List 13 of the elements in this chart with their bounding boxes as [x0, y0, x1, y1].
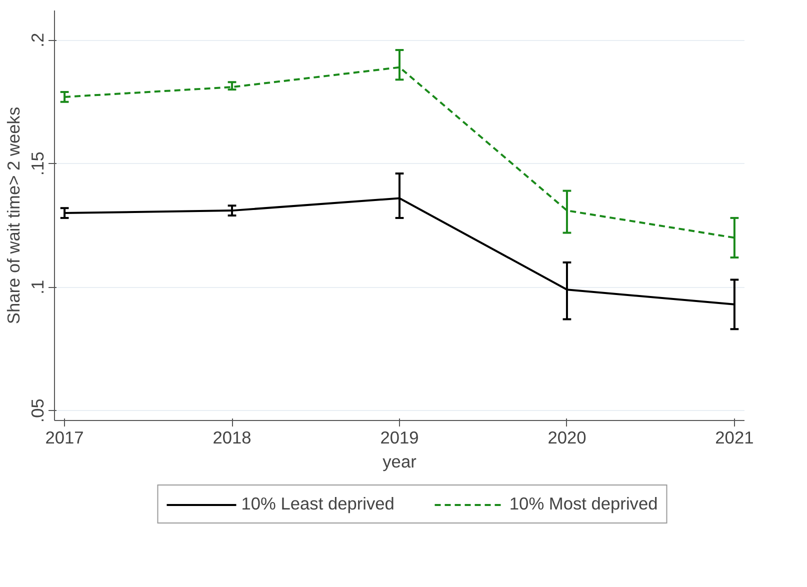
y-tick-label: .1 [28, 280, 48, 294]
x-tick-label: 2021 [715, 428, 754, 448]
x-tick-label: 2017 [45, 428, 84, 448]
x-axis-title: year [382, 452, 417, 472]
x-tick-label: 2018 [212, 428, 252, 448]
x-tick-label: 2020 [548, 428, 586, 448]
x-tick-label: 2019 [380, 428, 419, 448]
y-tick-label: .05 [28, 398, 48, 423]
y-axis-title: Share of wait time> 2 weeks [4, 106, 24, 324]
y-tick-label: .15 [28, 152, 48, 176]
y-tick-label: .2 [28, 32, 48, 48]
legend-label: 10% Least deprived [241, 494, 394, 514]
legend-label: 10% Most deprived [509, 494, 658, 514]
